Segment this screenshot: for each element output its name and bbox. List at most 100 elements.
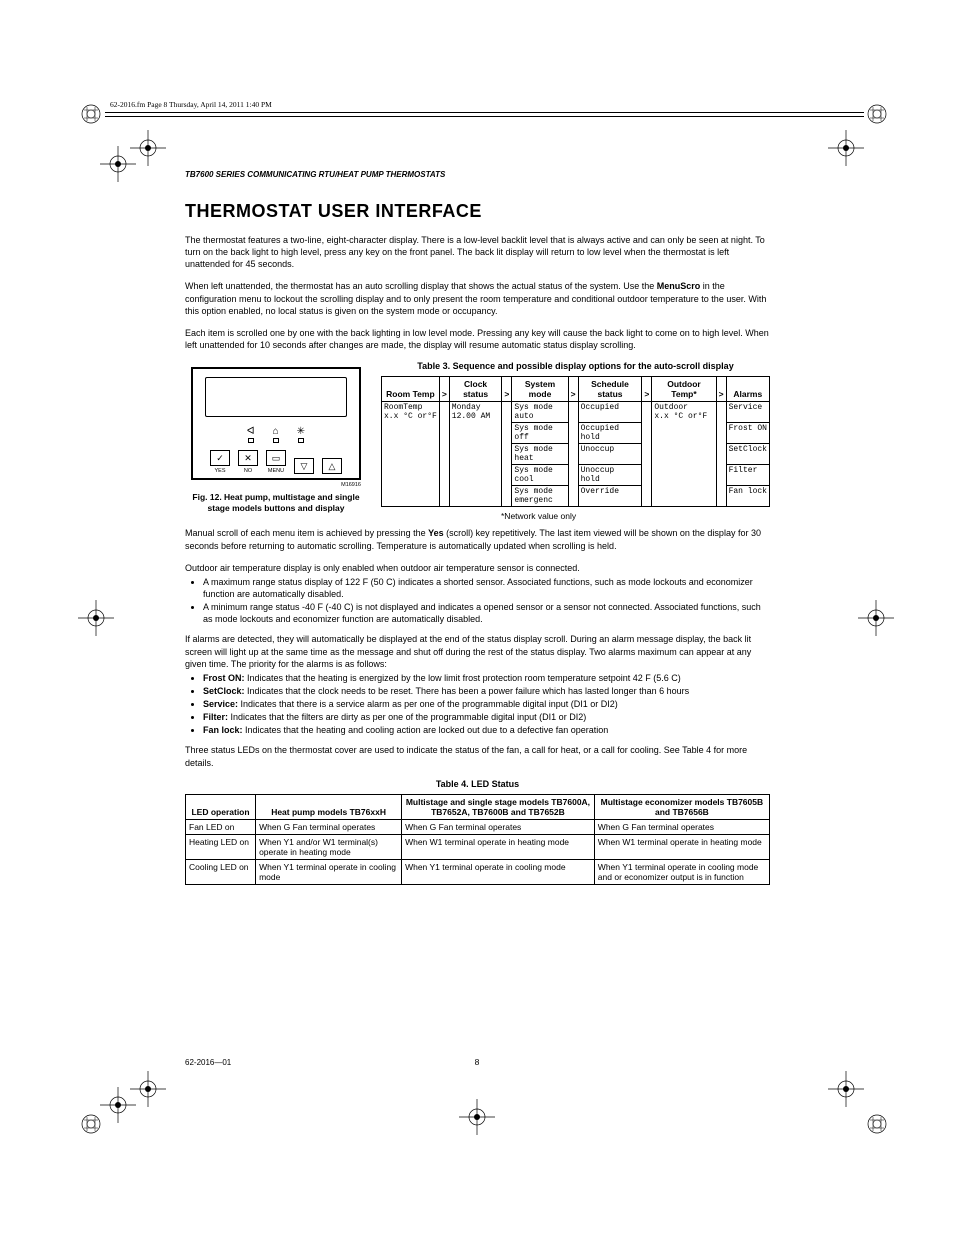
- list-item: A maximum range status display of 122 F …: [203, 576, 770, 600]
- page-title: THERMOSTAT USER INTERFACE: [185, 201, 770, 222]
- t3-h3: Schedule status: [578, 377, 642, 402]
- t3-cell: Fan lock: [726, 486, 769, 507]
- registration-mark-icon: [828, 130, 864, 166]
- registration-mark-icon: [100, 146, 136, 182]
- t4-cell: When Y1 terminal operate in cooling mode: [402, 860, 595, 885]
- term-menuscro: MenuScro: [657, 281, 701, 291]
- t3-cell: Occupied hold: [578, 423, 642, 444]
- para-manual-scroll: Manual scroll of each menu item is achie…: [185, 527, 770, 551]
- t4-cell: Fan LED on: [186, 820, 256, 835]
- intro-para-2: When left unattended, the thermostat has…: [185, 280, 770, 316]
- table-3-caption: Table 3. Sequence and possible display o…: [381, 361, 770, 372]
- table-4-caption: Table 4. LED Status: [185, 779, 770, 790]
- list-item: Filter: Indicates that the filters are d…: [203, 711, 770, 723]
- yes-button: ✓YES: [210, 450, 230, 474]
- t3-cell: Monday 12.00 AM: [449, 402, 502, 507]
- t3-cell: Sys mode off: [512, 423, 568, 444]
- t3-cell: Sys mode auto: [512, 402, 568, 423]
- t3-h5: Alarms: [726, 377, 769, 402]
- t3-cell: Sys mode heat: [512, 444, 568, 465]
- page-body: TB7600 SERIES COMMUNICATING RTU/HEAT PUM…: [185, 170, 770, 885]
- intro-para-3: Each item is scrolled one by one with th…: [185, 327, 770, 351]
- figure-id: M16916: [185, 482, 361, 488]
- t3-h2: System mode: [512, 377, 568, 402]
- t3-cell: SetClock: [726, 444, 769, 465]
- registration-mark-icon: [858, 600, 894, 636]
- crop-circle-icon: [80, 1113, 102, 1135]
- bullets-alarms: Frost ON: Indicates that the heating is …: [203, 672, 770, 737]
- t3-cell: Unoccup hold: [578, 465, 642, 486]
- table-4: LED operation Heat pump models TB76xxH M…: [185, 794, 770, 885]
- table-3: Table 3. Sequence and possible display o…: [381, 361, 770, 521]
- para-leds: Three status LEDs on the thermostat cove…: [185, 744, 770, 768]
- up-button: △: [322, 458, 342, 474]
- figure-caption: Fig. 12. Heat pump, multistage and singl…: [185, 492, 367, 513]
- t3-h4: Outdoor Temp*: [652, 377, 716, 402]
- table-3-footnote: *Network value only: [381, 511, 770, 521]
- header-rule-2: [105, 116, 864, 117]
- registration-mark-icon: [459, 1099, 495, 1135]
- t4-cell: When Y1 and/or W1 terminal(s) operate in…: [256, 835, 402, 860]
- t4-cell: Heating LED on: [186, 835, 256, 860]
- t3-cell: Override: [578, 486, 642, 507]
- registration-mark-icon: [100, 1087, 136, 1123]
- t4-h0: LED operation: [186, 795, 256, 820]
- t3-h1: Clock status: [449, 377, 502, 402]
- crop-circle-icon: [80, 103, 102, 125]
- no-button: ✕NO: [238, 450, 258, 474]
- frame-meta: 62-2016.fm Page 8 Thursday, April 14, 20…: [110, 100, 272, 109]
- t4-cell: When W1 terminal operate in heating mode: [402, 835, 595, 860]
- arrow-icon: >: [642, 377, 652, 402]
- header-rule: [105, 112, 864, 113]
- arrow-icon: >: [439, 377, 449, 402]
- registration-mark-icon: [828, 1071, 864, 1107]
- t4-cell: When W1 terminal operate in heating mode: [594, 835, 769, 860]
- list-item: A minimum range status -40 F (-40 C) is …: [203, 601, 770, 625]
- arrow-icon: >: [568, 377, 578, 402]
- t4-cell: When Y1 terminal operate in cooling mode…: [594, 860, 769, 885]
- running-header: TB7600 SERIES COMMUNICATING RTU/HEAT PUM…: [185, 170, 770, 179]
- menu-button: ▭MENU: [266, 450, 286, 474]
- t3-cell: Occupied: [578, 402, 642, 423]
- list-item: SetClock: Indicates that the clock needs…: [203, 685, 770, 697]
- fan-icon: ᐊ: [247, 427, 255, 444]
- t4-cell: When G Fan terminal operates: [256, 820, 402, 835]
- bullets-outdoor: A maximum range status display of 122 F …: [203, 576, 770, 626]
- para-outdoor: Outdoor air temperature display is only …: [185, 562, 770, 574]
- para-alarms: If alarms are detected, they will automa…: [185, 633, 770, 669]
- list-item: Frost ON: Indicates that the heating is …: [203, 672, 770, 684]
- crop-circle-icon: [866, 1113, 888, 1135]
- t4-h2: Multistage and single stage models TB760…: [402, 795, 595, 820]
- t3-cell: RoomTemp x.x °C or°F: [382, 402, 440, 507]
- t3-cell: Frost ON: [726, 423, 769, 444]
- list-item: Fan lock: Indicates that the heating and…: [203, 724, 770, 736]
- t4-h1: Heat pump models TB76xxH: [256, 795, 402, 820]
- t3-h0: Room Temp: [382, 377, 440, 402]
- footer-page-number: 8: [0, 1057, 954, 1067]
- t4-cell: When G Fan terminal operates: [594, 820, 769, 835]
- t3-cell: Outdoor x.x °C or°F: [652, 402, 716, 507]
- t3-cell: Sys mode cool: [512, 465, 568, 486]
- snowflake-icon: ✳: [297, 427, 305, 444]
- registration-mark-icon: [78, 600, 114, 636]
- t3-cell: Unoccup: [578, 444, 642, 465]
- t4-h3: Multistage economizer models TB7605B and…: [594, 795, 769, 820]
- text: When left unattended, the thermostat has…: [185, 281, 657, 291]
- t4-cell: When G Fan terminal operates: [402, 820, 595, 835]
- t4-cell: When Y1 terminal operate in cooling mode: [256, 860, 402, 885]
- down-button: ▽: [294, 458, 314, 474]
- thermostat-display: [205, 377, 347, 417]
- arrow-icon: >: [716, 377, 726, 402]
- list-item: Service: Indicates that there is a servi…: [203, 698, 770, 710]
- arrow-icon: >: [502, 377, 512, 402]
- t3-cell: Service: [726, 402, 769, 423]
- crop-circle-icon: [866, 103, 888, 125]
- occupy-icon: ⌂: [273, 427, 279, 444]
- t3-cell: Filter: [726, 465, 769, 486]
- t3-cell: Sys mode emergenc: [512, 486, 568, 507]
- text: Manual scroll of each menu item is achie…: [185, 528, 428, 538]
- figure-12: ᐊ ⌂ ✳ ✓YES ✕NO ▭MENU ▽ △ M16916 Fig. 12.…: [185, 361, 367, 521]
- intro-para-1: The thermostat features a two-line, eigh…: [185, 234, 770, 270]
- term-yes: Yes: [428, 528, 444, 538]
- t4-cell: Cooling LED on: [186, 860, 256, 885]
